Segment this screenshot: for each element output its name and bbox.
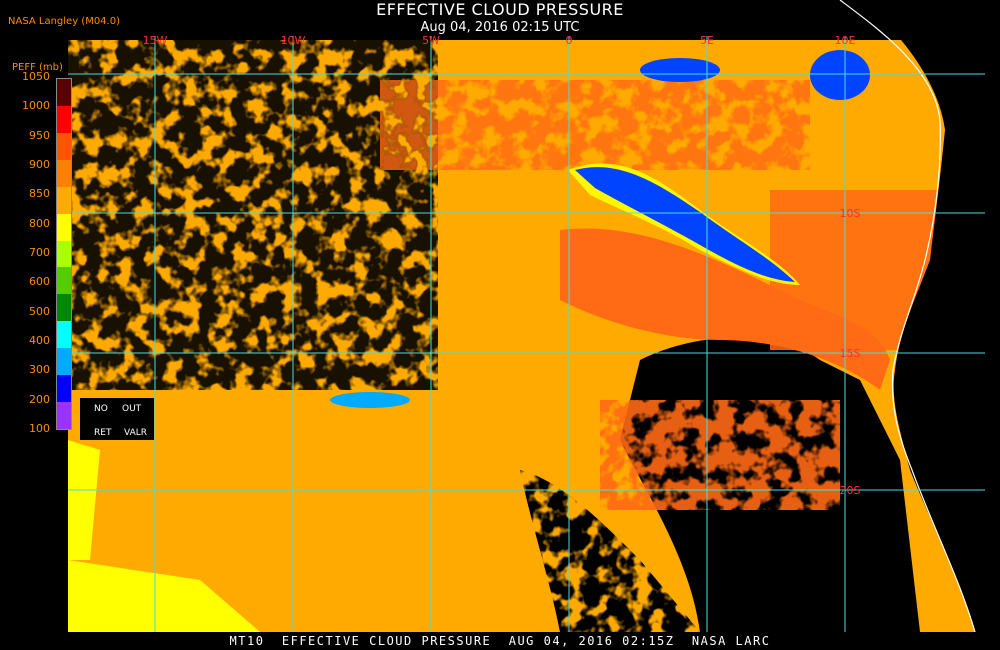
mid-level-cloud-north	[380, 80, 810, 170]
clear-sky-south	[520, 470, 700, 632]
legend-color-swatch	[57, 348, 71, 376]
legend-status-box: NO OUT RET VALR	[80, 398, 154, 440]
mid-level-cloud-southeast	[600, 400, 840, 510]
legend-ret-label: RET	[94, 428, 112, 438]
latitude-label: 20S	[840, 484, 861, 497]
legend-label: 1050	[22, 70, 50, 83]
legend-color-swatch	[57, 402, 71, 430]
legend-label: 800	[29, 216, 50, 230]
legend-no-label: NO	[94, 404, 108, 414]
high-cloud-northeast	[810, 50, 870, 100]
lat-lon-grid	[68, 36, 985, 632]
legend-label: 300	[29, 363, 50, 377]
legend-color-swatch	[57, 375, 71, 403]
cloud-southwest	[68, 560, 260, 632]
longitude-label: 10W	[281, 34, 306, 47]
coastline	[839, 0, 976, 633]
legend-out-label: OUT	[122, 404, 142, 414]
legend-label: 400	[29, 334, 50, 347]
legend-label: 900	[29, 158, 50, 171]
legend-label: 700	[29, 246, 50, 259]
legend-color-swatch	[57, 186, 71, 215]
land-africa	[860, 0, 1000, 650]
high-cloud-streak-core	[575, 167, 795, 282]
latitude-label: 15S	[840, 347, 861, 360]
legend-color-swatch	[57, 105, 71, 134]
legend-label: 100	[29, 422, 50, 435]
page-title: EFFECTIVE CLOUD PRESSURE	[376, 0, 624, 19]
map-area	[68, 0, 1000, 650]
legend-label: 600	[29, 275, 50, 289]
longitude-label: 5W	[422, 34, 440, 47]
footer-caption: MT10 EFFECTIVE CLOUD PRESSURE AUG 04, 20…	[229, 634, 771, 648]
legend-color-swatch	[57, 294, 71, 322]
legend-color-swatch	[57, 321, 71, 349]
legend-label: 500	[29, 304, 50, 318]
legend-label: 850	[29, 187, 50, 201]
cloud-west-edge	[68, 440, 100, 560]
legend-color-swatch	[57, 132, 71, 161]
broken-cloud-northwest	[68, 40, 438, 390]
legend-valr-label: VALR	[124, 428, 148, 438]
longitude-label: 5E	[700, 34, 714, 47]
legend-label: 1000	[22, 99, 50, 113]
legend-color-swatch	[57, 213, 71, 242]
legend-label: 200	[29, 392, 50, 406]
legend-color-swatch	[57, 79, 71, 107]
latitude-label: 10S	[840, 207, 861, 220]
lat-lon-labels: 15W 10W 5W 0 5E 10E 10S 15S 20S	[143, 34, 861, 497]
high-cloud-west	[330, 392, 410, 408]
legend-color-swatch	[57, 240, 71, 268]
legend-color-swatch	[57, 267, 71, 295]
credit-label: NASA Langley (M04.0)	[8, 16, 120, 27]
high-cloud-north	[640, 58, 720, 82]
legend-color-bar	[56, 78, 72, 430]
longitude-label: 10E	[835, 34, 856, 47]
longitude-label: 15W	[143, 34, 168, 47]
timestamp: Aug 04, 2016 02:15 UTC	[420, 20, 580, 35]
legend-color-swatch	[57, 159, 71, 188]
legend-title: PEFF (mb)	[12, 62, 63, 73]
legend-label: 950	[29, 128, 50, 142]
longitude-label: 0	[566, 34, 573, 47]
